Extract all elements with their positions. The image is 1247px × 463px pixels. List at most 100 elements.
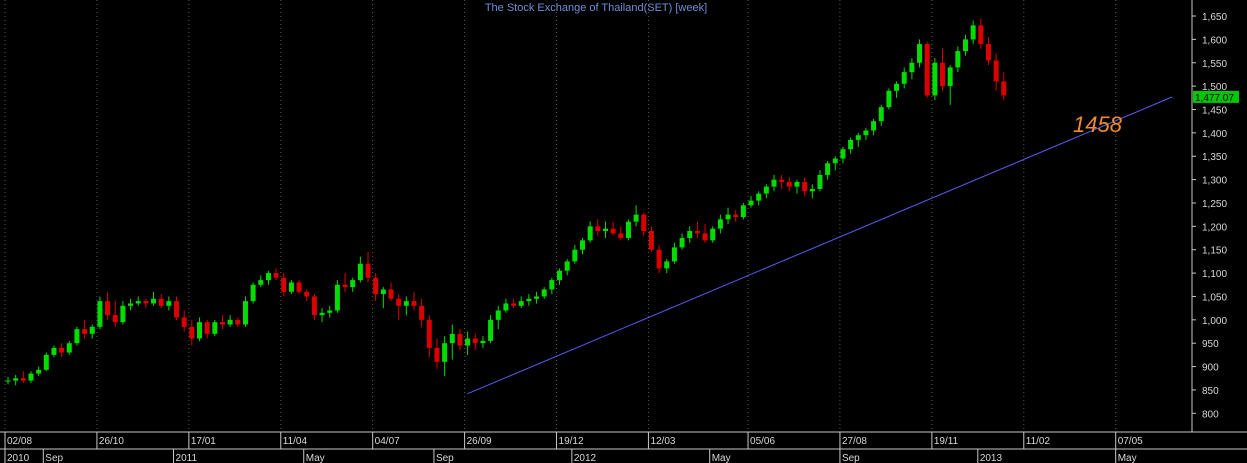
period-tick-label: Sep bbox=[45, 453, 63, 463]
candle-up bbox=[687, 231, 693, 239]
candle-down bbox=[419, 305, 425, 320]
period-tick-label: May bbox=[306, 453, 325, 463]
candle-up bbox=[197, 322, 202, 339]
candle-up bbox=[671, 247, 677, 262]
candle-up bbox=[357, 263, 363, 281]
candle-up bbox=[480, 340, 486, 344]
candle-up bbox=[526, 298, 532, 302]
candle-up bbox=[334, 284, 340, 311]
candle-down bbox=[411, 301, 417, 306]
candle-down bbox=[281, 277, 287, 292]
candle-down bbox=[59, 347, 65, 353]
candle-up bbox=[717, 219, 723, 229]
candle-up bbox=[442, 343, 448, 362]
date-tick-label: 19/12 bbox=[559, 436, 584, 447]
period-tick-label: May bbox=[1118, 453, 1137, 463]
candle-down bbox=[82, 329, 88, 334]
candle-up bbox=[327, 310, 333, 313]
candle-down bbox=[296, 282, 302, 292]
candle-up bbox=[166, 301, 172, 306]
candle-up bbox=[227, 319, 233, 325]
candle-down bbox=[978, 25, 984, 45]
candle-up bbox=[894, 83, 900, 91]
candle-up bbox=[625, 221, 631, 239]
candle-up bbox=[51, 347, 57, 355]
date-tick-label: 19/11 bbox=[934, 436, 959, 447]
candle-down bbox=[158, 298, 164, 306]
candle-down bbox=[273, 273, 279, 278]
candle-down bbox=[802, 181, 808, 192]
candle-down bbox=[993, 60, 999, 82]
candles bbox=[5, 18, 1007, 386]
candle-up bbox=[258, 280, 264, 285]
candle-down bbox=[311, 296, 317, 316]
candle-down bbox=[472, 338, 478, 344]
date-axis: 02/08 26/10 17/01 11/04 04/07 26/09 19/12 12/03… bbox=[4, 432, 1143, 463]
candle-up bbox=[5, 380, 11, 382]
candle-up bbox=[97, 301, 103, 327]
period-tick-label: 2013 bbox=[980, 453, 1003, 463]
period-tick-label: 2011 bbox=[176, 453, 198, 463]
candle-down bbox=[365, 263, 371, 278]
candle-up bbox=[518, 301, 524, 306]
candle-up bbox=[725, 214, 731, 220]
candle-down bbox=[648, 231, 654, 250]
candle-up bbox=[825, 163, 831, 175]
candle-down bbox=[373, 277, 379, 295]
candle-up bbox=[128, 303, 134, 306]
candle-down bbox=[181, 317, 187, 327]
annotation-1458: 1458 bbox=[1073, 112, 1123, 137]
price-tick-label: 1,300 bbox=[1202, 176, 1227, 187]
candle-up bbox=[664, 261, 670, 269]
candle-up bbox=[43, 354, 49, 370]
candle-up bbox=[679, 238, 685, 248]
price-tick-label: 1,600 bbox=[1202, 35, 1227, 46]
candle-up bbox=[832, 158, 838, 164]
candle-up bbox=[212, 322, 218, 334]
candle-up bbox=[970, 25, 976, 40]
price-tick-label: 1,200 bbox=[1202, 222, 1227, 233]
price-tick-label: 950 bbox=[1202, 339, 1219, 350]
candle-down bbox=[618, 233, 624, 239]
candle-up bbox=[840, 149, 846, 159]
last-price-box bbox=[1193, 90, 1239, 103]
candle-up bbox=[763, 186, 769, 194]
price-tick-label: 1,050 bbox=[1202, 292, 1227, 303]
price-tick-label: 1,100 bbox=[1202, 269, 1227, 280]
candle-down bbox=[143, 301, 149, 304]
candle-up bbox=[250, 284, 256, 302]
candle-down bbox=[174, 301, 180, 318]
candle-up bbox=[495, 310, 501, 320]
candle-down bbox=[610, 228, 616, 234]
candle-up bbox=[947, 67, 953, 87]
candle-up bbox=[319, 312, 325, 316]
candle-down bbox=[112, 315, 118, 323]
candle-up bbox=[557, 270, 563, 281]
candle-up bbox=[633, 214, 639, 222]
price-tick-label: 1,500 bbox=[1202, 82, 1227, 93]
candle-up bbox=[503, 303, 509, 311]
date-tick-label: 07/05 bbox=[1118, 436, 1143, 447]
date-tick-label: 11/02 bbox=[1026, 436, 1051, 447]
candle-up bbox=[748, 200, 754, 206]
candle-up bbox=[756, 193, 762, 201]
candle-down bbox=[786, 181, 792, 187]
candle-up bbox=[265, 273, 271, 281]
candle-up bbox=[580, 240, 585, 250]
candle-down bbox=[511, 303, 517, 306]
date-tick-label: 27/08 bbox=[842, 436, 867, 447]
candle-down bbox=[1001, 81, 1007, 96]
candle-up bbox=[465, 338, 471, 346]
candle-down bbox=[426, 319, 432, 348]
candle-up bbox=[120, 305, 126, 323]
candle-up bbox=[886, 90, 892, 108]
period-tick-label: Sep bbox=[842, 453, 860, 463]
date-tick-label: 26/09 bbox=[467, 436, 492, 447]
date-tick-label: 12/03 bbox=[650, 436, 675, 447]
period-tick-label: May bbox=[712, 453, 731, 463]
candle-down bbox=[656, 249, 662, 269]
price-tick-label: 1,000 bbox=[1202, 316, 1227, 327]
price-tick-label: 1,250 bbox=[1202, 199, 1227, 210]
candle-up bbox=[449, 333, 455, 344]
